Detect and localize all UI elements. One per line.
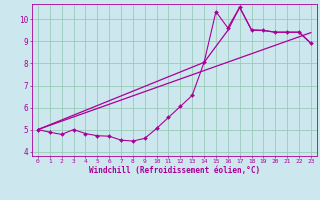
X-axis label: Windchill (Refroidissement éolien,°C): Windchill (Refroidissement éolien,°C) <box>89 166 260 175</box>
